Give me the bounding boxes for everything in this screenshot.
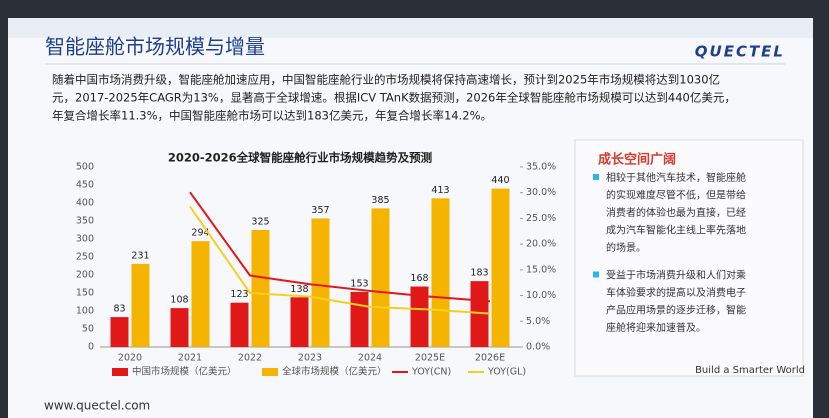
y-tick-label: 50	[82, 324, 94, 335]
y2-tick-label: 20.0%	[526, 239, 556, 250]
legend-swatch	[262, 368, 278, 376]
y-tick-label: 350	[76, 216, 94, 227]
bullet-marker	[593, 174, 599, 180]
bar	[371, 208, 390, 347]
footer-url: www.quectel.com	[44, 399, 150, 413]
bar-value-label: 168	[410, 273, 428, 284]
legend-label: YOY(GL)	[487, 367, 526, 378]
bar-value-label: 413	[431, 185, 449, 196]
legend-label: 全球市场规模（亿美元）	[282, 366, 387, 378]
bar-value-label: 183	[470, 268, 488, 279]
bar-value-label: 123	[230, 289, 248, 300]
slide-title: 智能座舱市场规模与增量	[45, 35, 265, 59]
y-tick-label: 300	[76, 234, 94, 245]
bar-value-label: 385	[371, 195, 389, 206]
bar	[230, 302, 249, 347]
x-tick-label: 2022	[238, 353, 262, 364]
y2-tick-label: 35.0%	[526, 162, 556, 173]
chart-title: 2020-2026全球智能座舱行业市场规模趋势及预测	[168, 151, 432, 165]
y2-tick-label: 15.0%	[526, 264, 556, 275]
y-tick-label: 250	[76, 252, 94, 263]
bar-value-label: 231	[131, 250, 149, 261]
y2-tick-label: 0.0%	[526, 342, 550, 353]
bar	[251, 230, 270, 347]
bullet-line: 产品应用场景的逐步迁移，智能	[606, 304, 746, 317]
y-tick-label: 100	[76, 306, 94, 317]
line	[189, 206, 491, 315]
logo: QUECTEL	[695, 43, 785, 61]
bar-value-label: 325	[251, 217, 269, 228]
x-tick-label: 2024	[358, 353, 382, 364]
bullet-line: 相较于其他汽车技术，智能座舱	[606, 171, 746, 184]
bar	[410, 286, 429, 347]
paragraph-line: 随着中国市场消费升级，智能座舱加速应用，中国智能座舱行业的市场规模将保持高速增长…	[52, 73, 720, 87]
y-tick-label: 500	[76, 162, 94, 173]
bar	[350, 291, 369, 347]
y2-tick-label: 10.0%	[526, 290, 556, 301]
legend-label: YOY(CN)	[411, 367, 451, 378]
bullet-line: 成为汽车智能化主线上率先落地	[606, 224, 746, 237]
bar	[191, 241, 210, 347]
side-box	[574, 139, 804, 377]
bullet-line: 座舱将迎来加速普及。	[606, 321, 706, 334]
bar-value-label: 83	[113, 304, 125, 315]
bar	[431, 198, 450, 347]
slogan: Build a Smarter World	[695, 365, 805, 376]
paragraph-line: 元，2017-2025年CAGR为13%，显著高于全球增速。根据ICV TAnK…	[52, 91, 736, 105]
paragraph-line: 年复合增长率11.3%，中国智能座舱市场可以达到183亿美元，年复合增长率14.…	[52, 109, 492, 123]
x-tick-label: 2023	[298, 353, 322, 364]
y-tick-label: 400	[76, 198, 94, 209]
bullet-line: 的实现难度尽管不低，但是带给	[606, 189, 746, 202]
bar-value-label: 357	[311, 205, 329, 216]
bar-value-label: 138	[290, 284, 308, 295]
x-tick-label: 2020	[118, 353, 142, 364]
bar	[170, 308, 189, 347]
y2-tick-label: 25.0%	[526, 213, 556, 224]
bar	[311, 218, 330, 347]
legend-label: 中国市场规模（亿美元）	[132, 366, 237, 378]
bar-value-label: 153	[350, 278, 368, 289]
y2-tick-label: 5.0%	[526, 316, 550, 327]
bar-value-label: 440	[491, 175, 509, 186]
bar	[131, 263, 150, 347]
y-tick-label: 450	[76, 180, 94, 191]
legend-swatch	[112, 368, 128, 376]
y-tick-label: 0	[88, 342, 94, 353]
y-tick-label: 150	[76, 288, 94, 299]
bar	[110, 317, 129, 347]
bar	[491, 188, 510, 347]
bullet-line: 消费者的体验也最为直接，已经	[606, 206, 746, 219]
bar	[290, 297, 309, 347]
x-tick-label: 2021	[178, 353, 202, 364]
bar-value-label: 108	[170, 295, 188, 306]
bullet-line: 受益于市场消费升级和人们对乘	[606, 269, 746, 282]
bar-value-label: 294	[191, 228, 209, 239]
y-tick-label: 200	[76, 270, 94, 281]
y2-tick-label: 30.0%	[526, 187, 556, 198]
line	[189, 191, 491, 303]
bar	[470, 281, 489, 347]
slide-top-band	[8, 18, 813, 38]
x-tick-label: 2025E	[415, 353, 445, 364]
side-box-title: 成长空间广阔	[598, 152, 676, 168]
bullet-line: 车体验要求的提高以及消费电子	[606, 286, 746, 299]
bullet-line: 的场景。	[606, 241, 646, 254]
bullet-marker	[593, 271, 599, 278]
x-tick-label: 2026E	[475, 353, 505, 364]
